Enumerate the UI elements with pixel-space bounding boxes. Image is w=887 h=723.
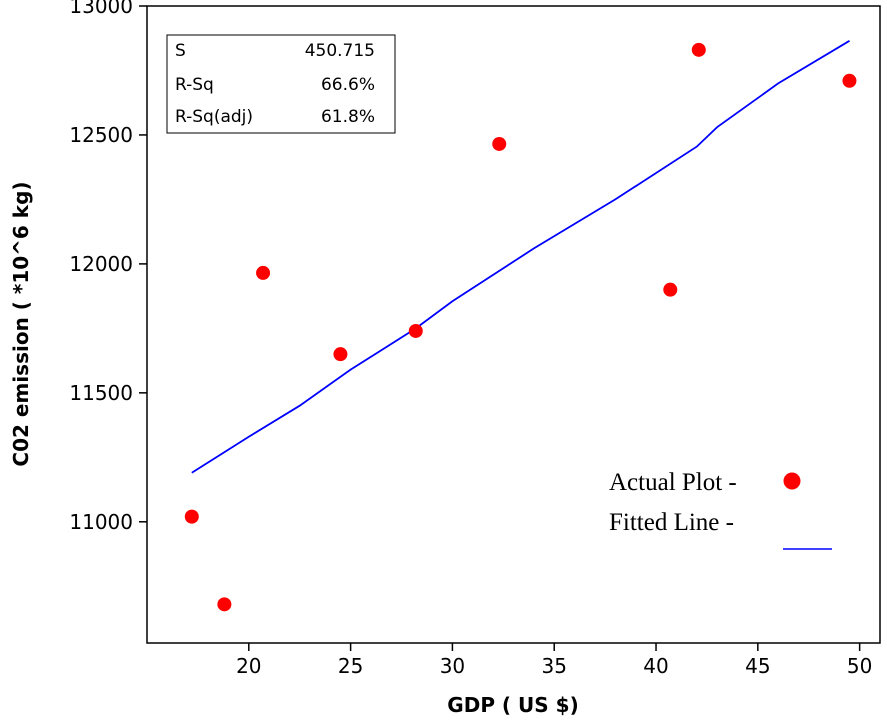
x-tick-label: 30 — [440, 654, 465, 678]
data-point — [333, 347, 348, 362]
y-axis: 11000 11500 12000 12500 13000 — [69, 0, 147, 534]
x-tick-label: 20 — [236, 654, 261, 678]
data-point — [256, 265, 271, 280]
stats-s-label: S — [175, 41, 186, 61]
fitted-line — [191, 40, 850, 474]
stats-rsq-value: 66.6% — [321, 75, 375, 95]
x-axis: 20 25 30 35 40 45 50 — [236, 643, 872, 678]
stats-rsqadj-label: R-Sq(adj) — [175, 107, 253, 127]
y-tick-label: 11000 — [69, 510, 133, 534]
fitted-line-layer — [191, 40, 850, 474]
y-tick-label: 11500 — [69, 381, 133, 405]
stats-s-value: 450.715 — [305, 41, 375, 61]
x-axis-title: GDP ( US $) — [447, 693, 578, 717]
data-point — [492, 136, 507, 151]
legend-marker-actual-plot — [783, 472, 801, 490]
data-point — [408, 323, 423, 338]
legend-label-fitted-line: Fitted Line - — [609, 509, 734, 536]
y-tick-label: 12500 — [69, 123, 133, 147]
data-point — [663, 282, 678, 297]
legend: Actual Plot - Fitted Line - — [609, 469, 832, 550]
x-tick-label: 25 — [338, 654, 363, 678]
data-point — [842, 73, 857, 88]
legend-label-actual-plot: Actual Plot - — [609, 469, 737, 496]
y-tick-label: 12000 — [69, 252, 133, 276]
stats-rsq-label: R-Sq — [175, 75, 214, 95]
x-tick-label: 50 — [847, 654, 872, 678]
data-point — [691, 42, 706, 57]
y-tick-label: 13000 — [69, 0, 133, 18]
stats-box: S 450.715 R-Sq 66.6% R-Sq(adj) 61.8% — [166, 34, 396, 134]
stats-rsqadj-value: 61.8% — [321, 107, 375, 127]
data-point — [217, 597, 232, 612]
data-point — [184, 509, 199, 524]
points-layer — [184, 42, 857, 612]
x-tick-label: 35 — [541, 654, 566, 678]
stats-box-frame — [166, 34, 396, 134]
y-axis-title: C02 emission ( *10^6 kg) — [9, 181, 33, 466]
x-tick-label: 40 — [643, 654, 668, 678]
x-tick-label: 45 — [745, 654, 770, 678]
